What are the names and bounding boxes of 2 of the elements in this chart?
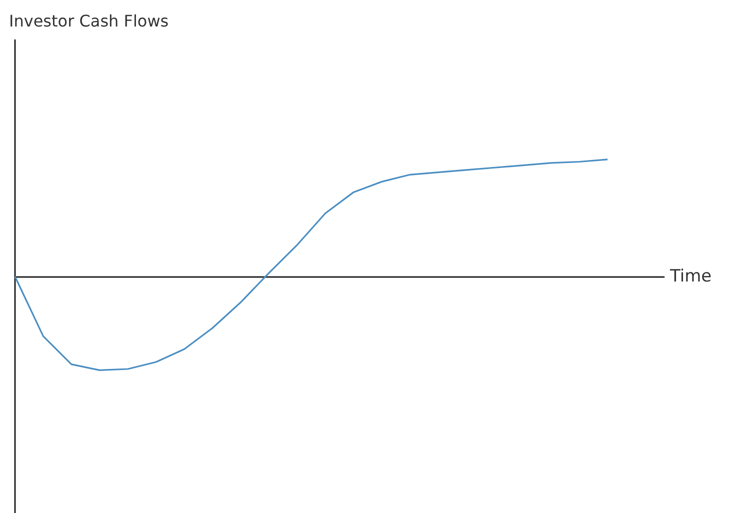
- chart-title: Investor Cash Flows: [9, 12, 169, 30]
- x-axis-title: Time: [669, 266, 712, 286]
